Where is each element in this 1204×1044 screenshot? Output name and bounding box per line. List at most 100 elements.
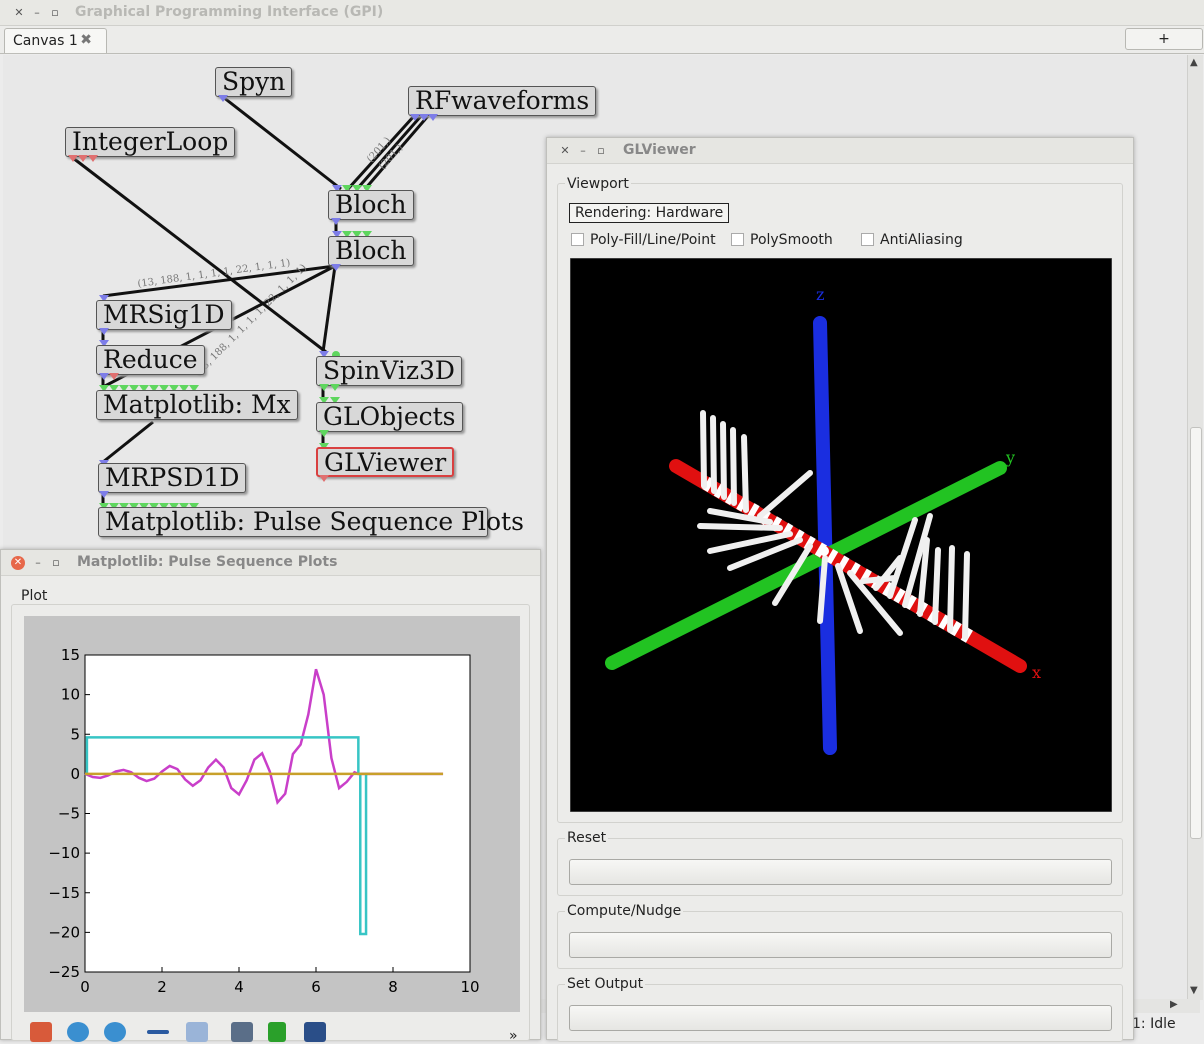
checkbox-icon[interactable]	[861, 233, 874, 246]
close-window-icon[interactable]: ✕	[560, 144, 570, 157]
compute-nudge-button[interactable]	[569, 932, 1112, 958]
port-in[interactable]	[332, 185, 342, 192]
scroll-down-icon[interactable]: ▼	[1190, 985, 1198, 996]
gl-viewport[interactable]: z y x	[570, 258, 1112, 812]
node-matplotlib-psp[interactable]: Matplotlib: Pulse Sequence Plots	[98, 507, 524, 537]
port-out[interactable]	[331, 264, 341, 271]
home-icon[interactable]	[30, 1022, 52, 1042]
port-in[interactable]	[129, 503, 139, 510]
port-out[interactable]	[99, 373, 109, 380]
node-spyn[interactable]: Spyn	[215, 67, 293, 97]
port-in[interactable]	[109, 503, 119, 510]
node-spinviz3d[interactable]: SpinViz3D	[316, 356, 462, 386]
node-globjects[interactable]: GLObjects	[316, 402, 463, 432]
port-in[interactable]	[149, 503, 159, 510]
port-in[interactable]	[119, 503, 129, 510]
set-output-button[interactable]	[569, 1005, 1112, 1031]
minimize-window-icon[interactable]: –	[35, 556, 41, 569]
checkbox-icon[interactable]	[731, 233, 744, 246]
port-in[interactable]	[332, 231, 342, 238]
port-out[interactable]	[218, 95, 228, 102]
port-in[interactable]	[119, 385, 129, 392]
minimize-window-icon[interactable]: –	[580, 144, 586, 157]
port-in[interactable]	[99, 503, 109, 510]
port-in[interactable]	[179, 385, 189, 392]
node-reduce[interactable]: Reduce	[96, 345, 205, 375]
reset-button[interactable]	[569, 859, 1112, 885]
minimize-window-icon[interactable]: –	[34, 6, 40, 19]
port-out[interactable]	[330, 384, 340, 391]
maximize-window-icon[interactable]: ▫	[52, 556, 60, 569]
new-tab-button[interactable]: +	[1125, 28, 1203, 50]
vertical-scrollbar[interactable]: ▲ ▼	[1187, 55, 1203, 1000]
port-out[interactable]	[109, 373, 119, 380]
node-integerloop[interactable]: IntegerLoop	[65, 127, 236, 157]
port-out[interactable]	[428, 114, 438, 121]
port-out[interactable]	[88, 155, 98, 162]
close-tab-icon[interactable]: ✖	[80, 32, 92, 48]
forward-icon[interactable]	[104, 1022, 126, 1042]
port-in[interactable]	[129, 385, 139, 392]
maximize-window-icon[interactable]: ▫	[51, 6, 59, 19]
glviewer-titlebar[interactable]: ✕ – ▫ GLViewer	[547, 138, 1133, 164]
polyfill-checkbox[interactable]: Poly-Fill/Line/Point	[571, 232, 716, 248]
node-bloch-1[interactable]: Bloch	[328, 190, 414, 220]
port-out[interactable]	[319, 384, 329, 391]
subplots-icon[interactable]	[231, 1022, 253, 1042]
polysmooth-checkbox[interactable]: PolySmooth	[731, 232, 833, 248]
checkbox-icon[interactable]	[571, 233, 584, 246]
node-mrsig1d[interactable]: MRSig1D	[96, 300, 232, 330]
tab-canvas-1[interactable]: Canvas 1 ✖	[4, 28, 107, 53]
port-in[interactable]	[149, 385, 159, 392]
port-in[interactable]	[109, 385, 119, 392]
port-out[interactable]	[68, 155, 78, 162]
port-in[interactable]	[169, 385, 179, 392]
node-matplotlib-mx[interactable]: Matplotlib: Mx	[96, 390, 298, 420]
scroll-right-icon[interactable]: ▶	[1170, 999, 1178, 1010]
maximize-window-icon[interactable]: ▫	[597, 144, 605, 157]
port-in[interactable]	[99, 340, 109, 347]
port-in[interactable]	[362, 185, 372, 192]
close-window-icon[interactable]: ✕	[14, 6, 24, 19]
port-in-round[interactable]	[332, 351, 340, 359]
port-in[interactable]	[159, 385, 169, 392]
port-in[interactable]	[352, 185, 362, 192]
pan-icon[interactable]	[147, 1030, 169, 1034]
port-in[interactable]	[189, 385, 199, 392]
port-in[interactable]	[139, 385, 149, 392]
port-in[interactable]	[362, 231, 372, 238]
port-in[interactable]	[179, 503, 189, 510]
scroll-thumb[interactable]	[1190, 427, 1202, 839]
port-out[interactable]	[419, 114, 429, 121]
port-in[interactable]	[342, 185, 352, 192]
port-in[interactable]	[352, 231, 362, 238]
port-in[interactable]	[319, 351, 329, 358]
port-in[interactable]	[330, 397, 340, 404]
port-in[interactable]	[139, 503, 149, 510]
scroll-up-icon[interactable]: ▲	[1190, 57, 1198, 68]
port-in[interactable]	[99, 385, 109, 392]
pulse-sequence-chart[interactable]: 0 2 4 6 8 10 15 10 5 0 −5 −10 −15 −20 −25	[24, 616, 520, 1012]
port-in[interactable]	[319, 397, 329, 404]
port-in[interactable]	[319, 443, 329, 450]
port-in[interactable]	[159, 503, 169, 510]
port-in[interactable]	[99, 295, 109, 302]
node-rfwaveforms[interactable]: RFwaveforms	[408, 86, 597, 116]
save-icon[interactable]	[304, 1022, 326, 1042]
antialiasing-checkbox[interactable]: AntiAliasing	[861, 232, 963, 248]
port-out[interactable]	[410, 114, 420, 121]
toolbar-more-icon[interactable]: »	[509, 1028, 518, 1044]
port-out[interactable]	[319, 475, 329, 482]
node-glviewer[interactable]: GLViewer	[316, 447, 455, 477]
close-window-icon[interactable]: ✕	[11, 556, 25, 570]
node-bloch-2[interactable]: Bloch	[328, 236, 414, 266]
node-mrpsd1d[interactable]: MRPSD1D	[98, 463, 247, 493]
plot-titlebar[interactable]: ✕ – ▫ Matplotlib: Pulse Sequence Plots	[1, 550, 540, 576]
port-in[interactable]	[342, 231, 352, 238]
port-out[interactable]	[319, 430, 329, 437]
port-out[interactable]	[331, 218, 341, 225]
port-in[interactable]	[189, 503, 199, 510]
back-icon[interactable]	[67, 1022, 89, 1042]
check-icon[interactable]	[268, 1022, 286, 1042]
port-out[interactable]	[99, 328, 109, 335]
